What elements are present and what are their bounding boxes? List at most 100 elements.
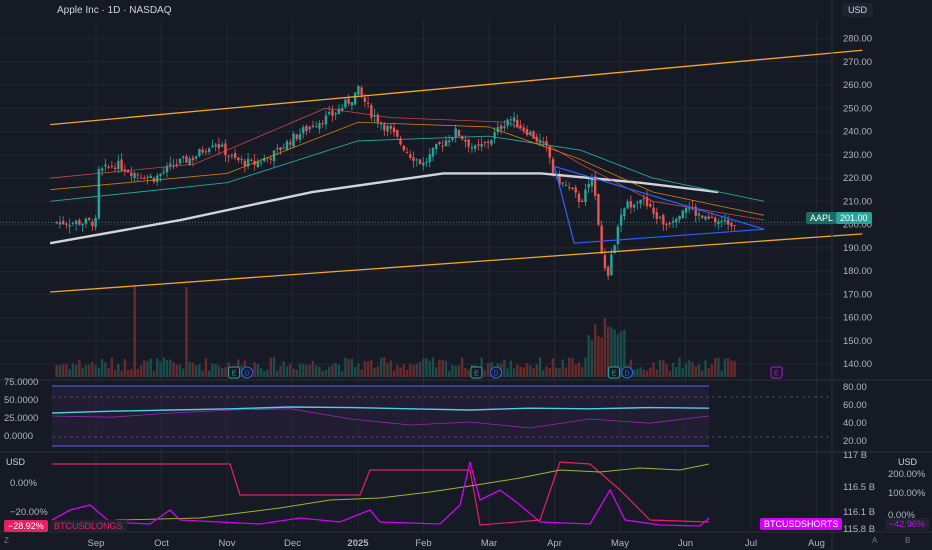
volume-bar xyxy=(130,368,133,377)
currency-button[interactable]: USD xyxy=(842,3,874,17)
candle-body xyxy=(694,206,697,216)
volume-bar xyxy=(577,362,581,377)
candle-body xyxy=(350,102,354,106)
volume-bar xyxy=(169,359,172,377)
rsi-right-tick: 80.00 xyxy=(843,382,867,393)
candle-body xyxy=(720,220,723,222)
lower-currency-right: USD xyxy=(898,457,918,467)
zoom-button[interactable]: Z xyxy=(4,536,9,545)
candle-body xyxy=(162,171,165,173)
candle-body xyxy=(561,182,564,184)
candle-body xyxy=(347,98,350,104)
candle-body xyxy=(684,208,688,213)
volume-bar xyxy=(509,360,513,377)
candle-body xyxy=(165,165,169,173)
candle-body xyxy=(480,143,483,147)
lower-left-tick: 0.00% xyxy=(10,478,37,489)
log-scale-button[interactable]: B xyxy=(905,536,911,545)
shorts-value-tag: −42.96% xyxy=(885,518,929,530)
price-tick-label: 280.00 xyxy=(843,34,872,45)
volume-bar xyxy=(422,358,425,377)
rsi-right-tick: 60.00 xyxy=(843,400,867,411)
volume-bar xyxy=(386,363,389,377)
auto-scale-button[interactable]: A xyxy=(872,536,878,545)
volume-bar xyxy=(276,370,279,377)
volume-bar xyxy=(710,364,714,377)
candle-body xyxy=(237,157,240,161)
volume-bar xyxy=(360,369,363,377)
candle-body xyxy=(188,158,191,165)
volume-bar xyxy=(720,370,723,377)
stoch-line xyxy=(51,408,710,429)
candle-body xyxy=(590,176,594,187)
candle-body xyxy=(55,221,58,223)
candle-body xyxy=(668,222,671,225)
volume-bar xyxy=(717,357,720,377)
volume-bar xyxy=(298,363,302,377)
candle-body xyxy=(713,217,717,223)
candle-body xyxy=(331,110,334,116)
candle-body xyxy=(61,220,65,225)
candle-body xyxy=(87,217,91,220)
candle-body xyxy=(370,105,373,118)
volume-bar xyxy=(678,357,681,377)
volume-bar xyxy=(279,365,282,377)
candle-body xyxy=(675,218,678,222)
volume-bar xyxy=(639,367,642,377)
candle-body xyxy=(256,161,260,167)
rsi-right-tick: 20.00 xyxy=(843,436,867,447)
candle-body xyxy=(603,255,607,269)
candle-body xyxy=(441,145,444,147)
candle-body xyxy=(704,216,707,220)
candle-body xyxy=(632,204,636,208)
candle-body xyxy=(94,218,97,227)
volume-bar xyxy=(324,369,328,377)
candle-body xyxy=(473,145,477,149)
candle-body xyxy=(600,225,603,254)
candle-body xyxy=(214,144,217,147)
volume-bar xyxy=(580,367,584,377)
price-tick-label: 200.00 xyxy=(843,220,872,231)
candle-body xyxy=(519,125,522,129)
volume-bar xyxy=(87,364,91,377)
price-tick-label: 180.00 xyxy=(843,266,872,277)
volume-bar xyxy=(370,360,373,377)
volume-bar xyxy=(347,359,350,377)
volume-bar xyxy=(91,361,94,377)
candle-body xyxy=(230,155,234,157)
candle-body xyxy=(428,154,431,163)
volume-bar xyxy=(412,365,415,377)
volume-bar xyxy=(344,357,347,377)
volume-bar xyxy=(120,370,123,377)
candle-body xyxy=(412,157,415,161)
candle-body xyxy=(227,155,230,157)
candle-body xyxy=(285,141,289,150)
candle-body xyxy=(710,216,714,219)
candle-body xyxy=(363,97,367,102)
volume-bar xyxy=(399,367,402,377)
candle-body xyxy=(376,114,380,123)
volume-bar xyxy=(392,370,396,377)
volume-bar xyxy=(564,367,568,377)
volume-bar xyxy=(266,369,269,377)
candle-body xyxy=(613,245,616,254)
volume-bar xyxy=(211,363,214,377)
candle-body xyxy=(551,159,555,174)
candle-body xyxy=(344,99,347,108)
volume-bar xyxy=(636,368,639,377)
price-tick-label: 260.00 xyxy=(843,80,872,91)
shorts-line xyxy=(51,461,710,527)
volume-bar xyxy=(61,364,65,377)
chart-title: Apple Inc · 1D · NASDAQ xyxy=(57,5,172,16)
candle-body xyxy=(250,159,253,161)
volume-bar xyxy=(448,370,451,377)
price-tick-label: 240.00 xyxy=(843,127,872,138)
candle-body xyxy=(571,187,574,190)
price-tick-label: 250.00 xyxy=(843,103,872,114)
volume-bar xyxy=(600,337,603,377)
rsi-left-tick: 50.0000 xyxy=(4,395,38,406)
volume-bar xyxy=(302,364,305,377)
candle-body xyxy=(298,134,302,140)
candle-body xyxy=(597,193,600,225)
